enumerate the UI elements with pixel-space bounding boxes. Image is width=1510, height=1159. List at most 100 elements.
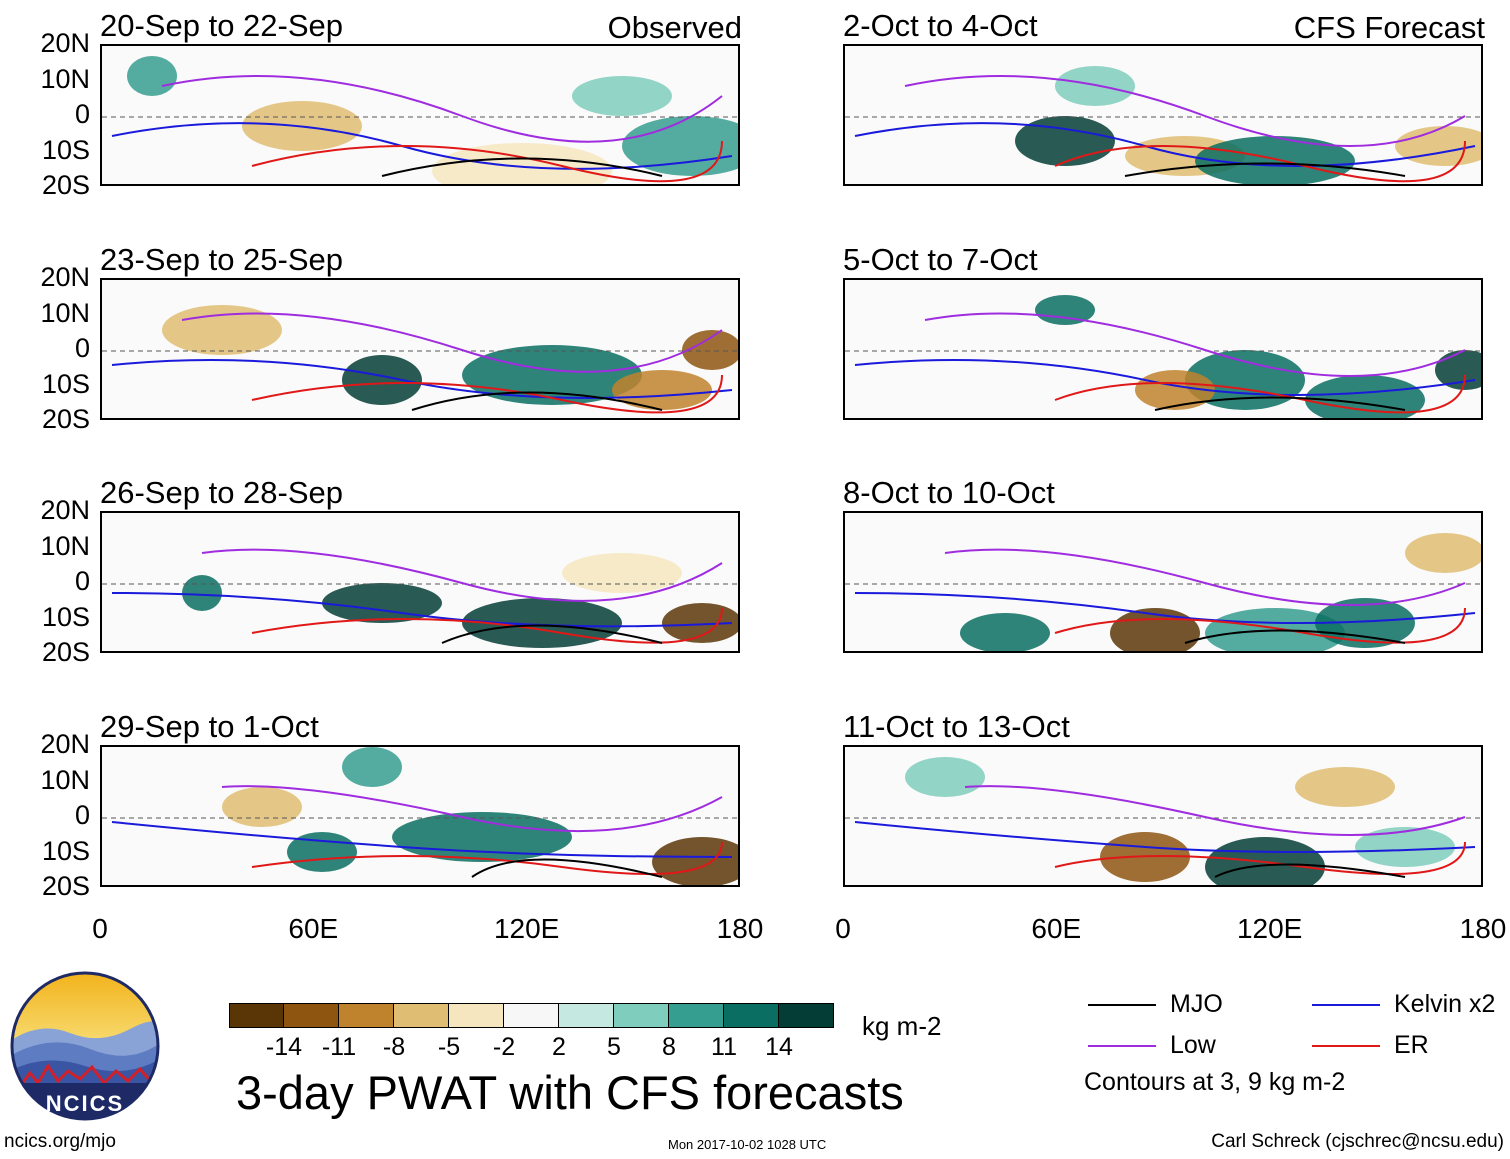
anomaly-blob — [342, 747, 402, 787]
pwat-field — [102, 305, 738, 414]
y-tick-label: 20S — [41, 170, 90, 200]
contour-line — [251, 607, 723, 644]
y-tick-label: 0 — [74, 99, 90, 129]
anomaly-blob — [905, 757, 985, 797]
colorbar-swatch — [669, 1003, 724, 1028]
colorbar-tick-label: 11 — [711, 1033, 737, 1061]
panel-tag-observed: Observed — [607, 10, 742, 45]
y-tick-label: 10S — [41, 601, 90, 632]
contour-line — [904, 75, 1466, 147]
colorbar-swatch — [724, 1003, 779, 1028]
legend-line-kelvin-x2 — [1312, 1004, 1380, 1006]
anomaly-blob — [562, 553, 682, 593]
x-tick-label: 0 — [92, 913, 108, 944]
y-tick-label: 0 — [74, 566, 90, 596]
panel-title: 5-Oct to 7-Oct — [843, 242, 1038, 277]
panel-title: 29-Sep to 1-Oct — [100, 709, 319, 744]
anomaly-blob — [127, 56, 177, 96]
anomaly-blob — [1135, 370, 1215, 410]
legend-label: MJO — [1170, 990, 1223, 1018]
pwat-field — [845, 66, 1481, 184]
map-panel[interactable] — [100, 278, 740, 420]
anomaly-blob — [182, 575, 222, 611]
anomaly-blob — [1295, 767, 1395, 807]
y-tick-label: 10N — [40, 530, 90, 561]
anomaly-blob — [162, 305, 282, 355]
anomaly-blob — [432, 143, 612, 184]
contour-line — [111, 821, 733, 858]
x-tick-label: 120E — [1236, 913, 1303, 944]
contour-line — [854, 821, 1476, 853]
footer-author: Carl Schreck (cjschrec@ncsu.edu) — [1211, 1131, 1504, 1152]
contour-line — [1054, 140, 1466, 183]
legend-line-mjo — [1088, 1004, 1156, 1006]
colorbar-units: kg m-2 — [862, 1011, 942, 1041]
colorbar-swatch — [339, 1003, 394, 1028]
panel-title: 2-Oct to 4-Oct — [843, 8, 1038, 43]
anomaly-blob — [572, 76, 672, 116]
anomaly-blob — [1205, 837, 1325, 885]
map-panel[interactable] — [843, 745, 1483, 887]
colorbar-tick-label: -8 — [382, 1033, 406, 1061]
anomaly-blob — [1035, 295, 1095, 325]
contour-line — [411, 391, 663, 411]
contour-line — [964, 785, 1466, 836]
anomaly-blob — [1055, 66, 1135, 106]
map-panel[interactable] — [100, 511, 740, 653]
y-tick-label: 10N — [40, 764, 90, 795]
contour-line — [854, 592, 1476, 624]
contour-line — [251, 140, 723, 183]
contour-line — [201, 548, 723, 602]
y-tick-label: 20N — [40, 28, 90, 58]
anomaly-blob — [1315, 598, 1415, 648]
y-tick-label: 10S — [41, 835, 90, 866]
y-tick-label: 20N — [40, 262, 90, 292]
panel-title: 11-Oct to 13-Oct — [843, 709, 1070, 744]
pwat-field — [102, 56, 738, 184]
y-tick-label: 10N — [40, 63, 90, 94]
contour-line — [111, 359, 733, 399]
x-tick-label: 180 — [716, 913, 764, 944]
panel-title: 8-Oct to 10-Oct — [843, 475, 1055, 510]
colorbar-swatch — [779, 1003, 834, 1028]
map-panel[interactable] — [843, 44, 1483, 186]
x-tick-label: 0 — [835, 913, 851, 944]
legend-label: ER — [1394, 1031, 1429, 1059]
pwat-field — [845, 757, 1481, 885]
y-tick-label: 20N — [40, 495, 90, 525]
colorbar-swatch — [449, 1003, 504, 1028]
anomaly-blob — [1015, 116, 1115, 166]
contour-line — [161, 75, 723, 143]
colorbar-swatch — [284, 1003, 339, 1028]
colorbar-swatch — [614, 1003, 669, 1028]
contour-line — [1214, 863, 1406, 878]
legend-label: Kelvin x2 — [1394, 990, 1496, 1018]
colorbar-tick-label: -5 — [437, 1033, 461, 1061]
map-panel[interactable] — [100, 745, 740, 887]
footer-timestamp: Mon 2017-10-02 1028 UTC — [668, 1137, 827, 1152]
legend-line-low — [1088, 1045, 1156, 1047]
footer-url[interactable]: ncics.org/mjo — [4, 1131, 116, 1152]
anomaly-blob — [1355, 827, 1455, 867]
colorbar-tick-label: 2 — [552, 1033, 566, 1061]
colorbar-tick-label: 14 — [765, 1033, 793, 1061]
contour-line — [854, 359, 1476, 396]
map-panel[interactable] — [843, 278, 1483, 420]
anomaly-blob — [1205, 608, 1345, 651]
contour-line — [221, 785, 723, 833]
contour-line — [441, 624, 663, 644]
anomaly-blob — [662, 603, 738, 643]
colorbar-tick-label: -2 — [492, 1033, 516, 1061]
contour-line — [471, 858, 663, 878]
map-panel[interactable] — [100, 44, 740, 186]
panel-tag-forecast: CFS Forecast — [1293, 10, 1485, 45]
x-tick-label: 120E — [493, 913, 560, 944]
anomaly-blob — [342, 355, 422, 405]
y-tick-label: 20S — [41, 871, 90, 901]
x-tick-label: 180 — [1459, 913, 1507, 944]
anomaly-blob — [960, 613, 1050, 651]
contour-line — [251, 841, 723, 875]
map-panel[interactable] — [843, 511, 1483, 653]
y-tick-label: 0 — [74, 333, 90, 363]
y-tick-label: 20S — [41, 404, 90, 434]
